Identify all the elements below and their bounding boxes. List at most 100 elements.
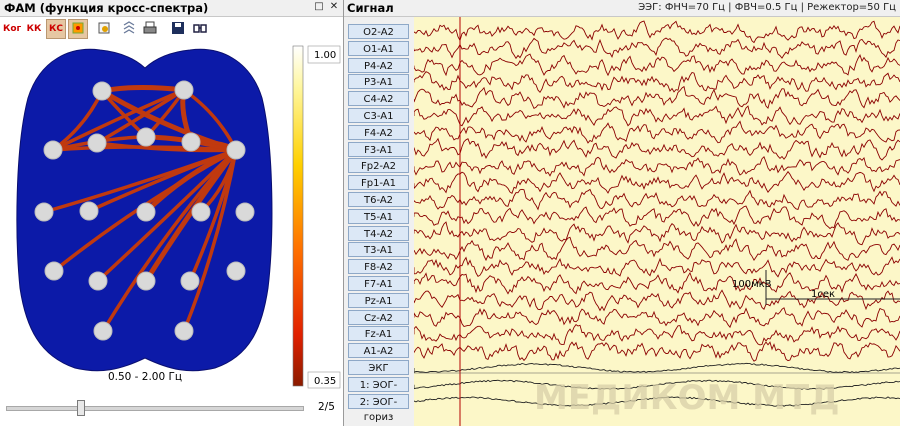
close-button[interactable]: ✕: [329, 1, 339, 12]
frequency-range-label: 0.50 - 2.00 Гц: [107, 371, 183, 383]
electrode-node[interactable]: [226, 140, 246, 160]
print-icon[interactable]: [140, 19, 160, 39]
electrode-node[interactable]: [191, 202, 211, 222]
filter-settings: ЭЭГ: ФНЧ=70 Гц | ФВЧ=0.5 Гц | Режектор=5…: [638, 2, 896, 13]
electrode-node[interactable]: [226, 261, 246, 281]
eeg-trace: [414, 362, 900, 374]
connection-line: [51, 88, 186, 152]
electrode-node[interactable]: [136, 271, 156, 291]
time-label: 1сек: [811, 289, 835, 300]
fam-title: ФАМ (функция кросс-спектра): [4, 1, 209, 15]
electrode-node[interactable]: [88, 271, 108, 291]
cross-spectrum-brain-map: [16, 48, 273, 372]
scale-min-label: 0.35: [314, 376, 336, 387]
channel-label[interactable]: C3-A1: [348, 108, 409, 123]
connection-line: [96, 148, 238, 283]
eeg-trace: [414, 256, 900, 278]
signal-header: Сигнал ЭЭГ: ФНЧ=70 Гц | ФВЧ=0.5 Гц | Реж…: [344, 0, 900, 17]
eeg-trace: [414, 20, 900, 44]
cc-button[interactable]: КК: [26, 24, 42, 34]
electrode-node[interactable]: [44, 261, 64, 281]
eeg-trace: [414, 289, 900, 312]
eeg-trace: [414, 341, 900, 362]
signal-panel: Сигнал ЭЭГ: ФНЧ=70 Гц | ФВЧ=0.5 Гц | Реж…: [344, 0, 900, 426]
settings-icon[interactable]: [94, 19, 114, 39]
electrode-node[interactable]: [235, 202, 255, 222]
channel-label[interactable]: Fp2-A2: [348, 158, 409, 174]
channel-label[interactable]: F4-A2: [348, 124, 409, 140]
signal-title: Сигнал: [347, 1, 394, 15]
map-icon[interactable]: [68, 19, 88, 39]
eeg-trace: [414, 85, 900, 110]
eeg-trace: [414, 379, 900, 390]
electrode-node[interactable]: [92, 81, 112, 101]
eeg-trace: [414, 221, 900, 246]
maximize-button[interactable]: □: [314, 1, 324, 12]
connection-line: [101, 148, 238, 333]
color-scale: 1.00 0.35: [292, 45, 341, 389]
eeg-trace: [414, 188, 900, 211]
channel-label[interactable]: T3-A1: [348, 242, 409, 258]
watermark: МЕДИКОМ МТД: [534, 378, 839, 418]
page-slider-track[interactable]: [6, 406, 304, 411]
channel-label[interactable]: Fz-A1: [348, 326, 409, 342]
electrode-node[interactable]: [180, 271, 200, 291]
channel-label[interactable]: ЭКГ: [348, 360, 409, 375]
cross-spectrum-button[interactable]: КС: [46, 19, 66, 39]
channel-label[interactable]: T5-A1: [348, 208, 409, 224]
electrode-node[interactable]: [174, 80, 194, 100]
electrode-node[interactable]: [174, 321, 194, 341]
channel-label[interactable]: F3-A1: [348, 141, 409, 157]
page-slider-row: 2/5: [0, 396, 343, 420]
fam-titlebar: ФАМ (функция кросс-спектра) □ ✕: [0, 0, 343, 17]
electrode-node[interactable]: [79, 201, 99, 221]
eeg-trace: [414, 271, 900, 295]
electrode-node[interactable]: [43, 140, 63, 160]
electrode-node[interactable]: [87, 133, 107, 153]
scale-max-label: 1.00: [314, 50, 336, 61]
channel-label[interactable]: T4-A2: [348, 225, 409, 241]
channel-list: O2-A2 O1-A1 P4-A2 P3-A1 C4-A2 C3-A1 F4-A2 F3-A1…: [344, 17, 414, 426]
channel-label[interactable]: T6-A2: [348, 192, 409, 207]
channel-label[interactable]: Pz-A1: [348, 292, 409, 308]
channel-label[interactable]: P3-A1: [348, 74, 409, 90]
eeg-trace: [414, 105, 900, 127]
eeg-trace: [414, 205, 900, 230]
connection-line: [95, 141, 238, 153]
eeg-trace: [414, 71, 900, 94]
channel-label[interactable]: P4-A2: [348, 57, 409, 73]
eeg-trace: [414, 236, 900, 262]
coherence-button[interactable]: Ког: [3, 24, 22, 34]
electrode-node[interactable]: [181, 132, 201, 152]
channel-label[interactable]: F8-A2: [348, 259, 409, 275]
channel-label[interactable]: A1-A2: [348, 343, 409, 359]
save-icon[interactable]: [168, 19, 188, 39]
eeg-trace: [414, 137, 900, 161]
eeg-trace: [414, 170, 900, 194]
channel-label[interactable]: C4-A2: [348, 91, 409, 107]
electrode-node[interactable]: [136, 127, 156, 147]
channel-label[interactable]: O1-A1: [348, 40, 409, 56]
electrode-node[interactable]: [34, 202, 54, 222]
stack-icon[interactable]: [119, 19, 139, 39]
channel-label[interactable]: 1: ЭОГ-верт: [348, 376, 409, 406]
link-icon[interactable]: [190, 19, 210, 39]
eeg-trace: [414, 37, 900, 60]
amplitude-label: 100мкВ: [732, 279, 772, 290]
channel-label[interactable]: 2: ЭОГ-гориз: [348, 393, 409, 423]
page-slider-thumb[interactable]: [77, 400, 85, 416]
page-indicator: 2/5: [318, 401, 335, 413]
eeg-trace: [414, 323, 900, 346]
fam-panel: ФАМ (функция кросс-спектра) □ ✕ Ког КК К…: [0, 0, 344, 426]
channel-label[interactable]: O2-A2: [348, 24, 409, 39]
channel-label[interactable]: Fp1-A1: [348, 175, 409, 191]
eeg-trace: [414, 156, 900, 177]
eeg-traces: МЕДИКОМ МТД 100мкВ 1сек: [414, 17, 900, 426]
channel-label[interactable]: Cz-A2: [348, 309, 409, 325]
channel-label[interactable]: F7-A1: [348, 276, 409, 291]
electrode-node[interactable]: [93, 321, 113, 341]
eeg-trace: [414, 307, 900, 329]
eeg-trace: [414, 120, 900, 144]
electrode-node[interactable]: [136, 202, 156, 222]
eeg-trace: [414, 53, 900, 77]
